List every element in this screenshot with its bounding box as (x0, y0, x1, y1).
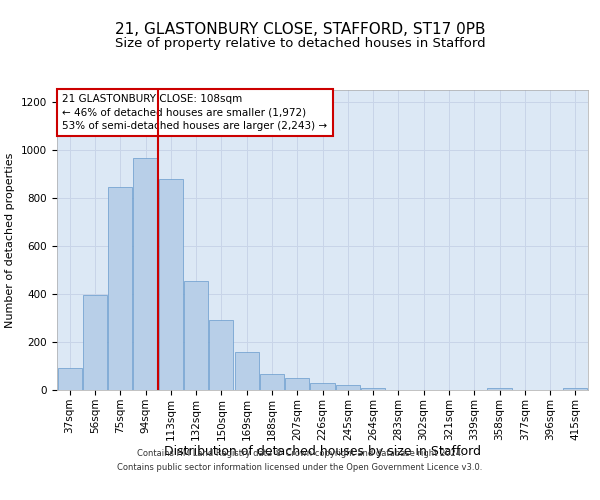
Bar (108, 187, 132, 390)
Bar (159, 179, 183, 390)
X-axis label: Distribution of detached houses by size in Stafford: Distribution of detached houses by size … (164, 446, 481, 458)
Text: Contains public sector information licensed under the Open Government Licence v3: Contains public sector information licen… (118, 464, 482, 472)
Bar (235, 352, 259, 390)
Bar (285, 378, 309, 390)
Bar (563, 388, 587, 390)
Y-axis label: Number of detached properties: Number of detached properties (5, 152, 16, 328)
Bar (133, 158, 158, 390)
Bar (361, 388, 385, 390)
Text: 21, GLASTONBURY CLOSE, STAFFORD, ST17 0PB: 21, GLASTONBURY CLOSE, STAFFORD, ST17 0P… (115, 22, 485, 38)
Bar (184, 281, 208, 390)
Text: 21 GLASTONBURY CLOSE: 108sqm
← 46% of detached houses are smaller (1,972)
53% of: 21 GLASTONBURY CLOSE: 108sqm ← 46% of de… (62, 94, 328, 131)
Bar (58, 368, 82, 390)
Text: Size of property relative to detached houses in Stafford: Size of property relative to detached ho… (115, 38, 485, 51)
Bar (310, 384, 335, 390)
Bar (260, 374, 284, 390)
Bar (83, 295, 107, 390)
Text: Contains HM Land Registry data © Crown copyright and database right 2024.: Contains HM Land Registry data © Crown c… (137, 448, 463, 458)
Bar (487, 388, 512, 390)
Bar (209, 320, 233, 390)
Bar (336, 385, 360, 390)
